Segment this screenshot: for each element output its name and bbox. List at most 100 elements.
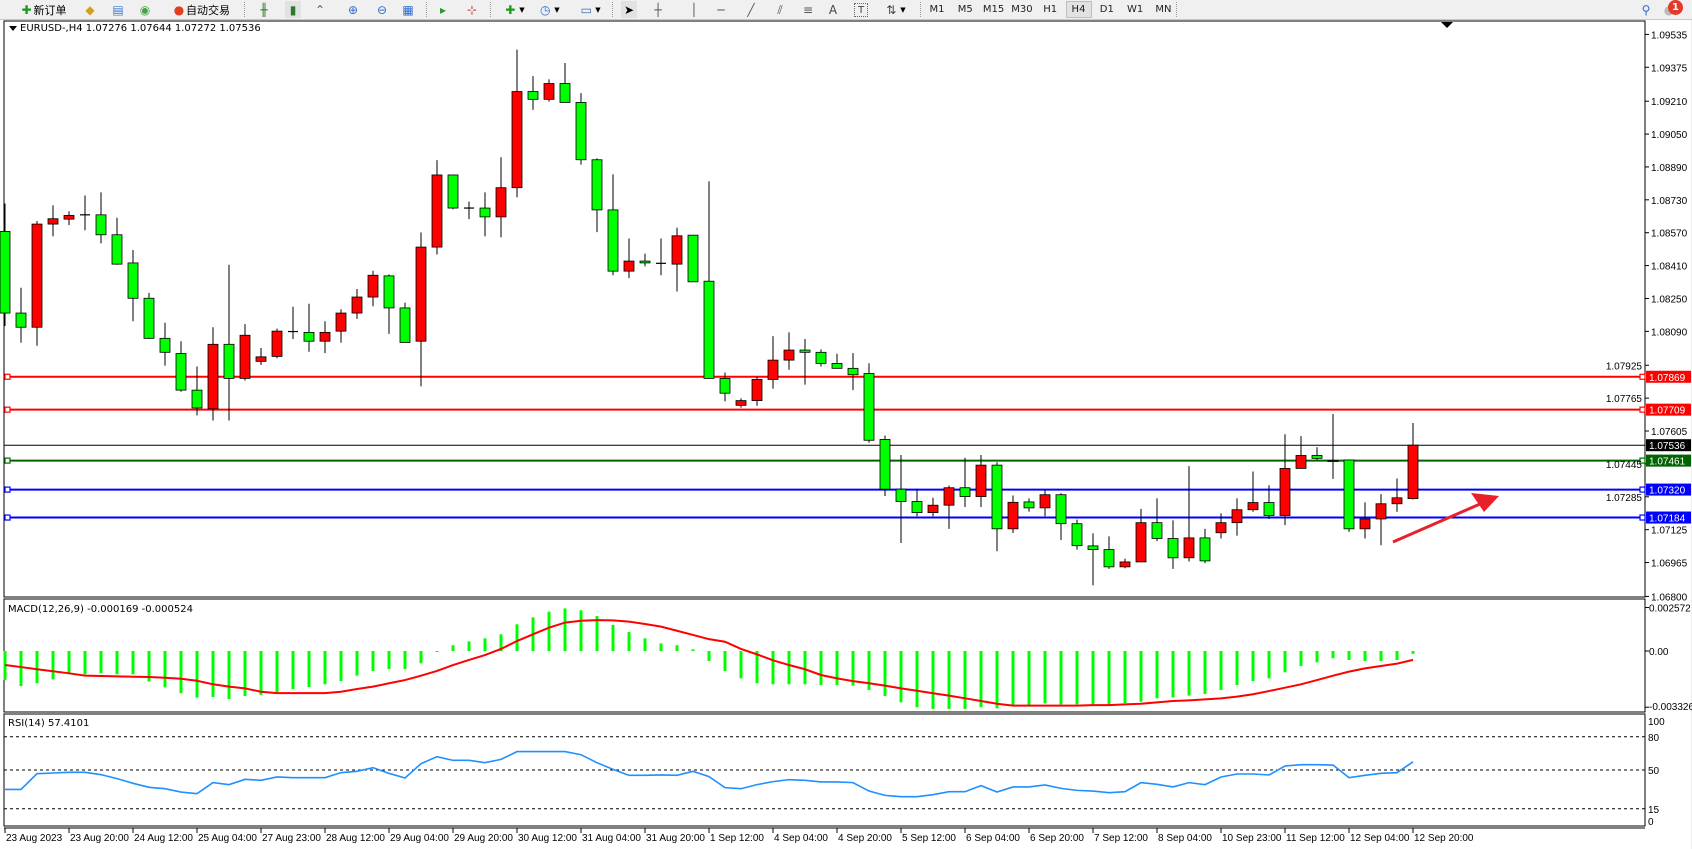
macd-histogram-bar [1043, 651, 1047, 704]
auto-trading-button[interactable]: ● 自动交易 [165, 1, 237, 18]
candle-body-down [191, 389, 203, 409]
candle [1231, 498, 1243, 536]
line-anchor-handle[interactable] [4, 486, 11, 493]
templates-button[interactable]: ▭ ▼ [575, 1, 605, 18]
price-tick-label: 1.06800 [1651, 592, 1688, 603]
vertical-line-button[interactable]: │ [686, 1, 702, 18]
macd-histogram-bar [995, 651, 999, 709]
candle-body-up [1247, 502, 1259, 511]
candle-body-down [1023, 501, 1035, 509]
timeframe-m1[interactable]: M1 [929, 4, 945, 15]
macd-histogram-bar [1219, 651, 1223, 691]
macd-histogram-bar [403, 651, 407, 670]
annotation-arrow[interactable] [1392, 493, 1499, 544]
periods-button[interactable]: ◷ ▼ [534, 1, 564, 18]
candle [1359, 502, 1371, 539]
candle-body-up [63, 215, 75, 220]
price-tick-label: 1.07445 [1606, 460, 1643, 471]
price-tag-label: 1.07869 [1649, 373, 1686, 384]
price-tag [1646, 454, 1691, 467]
rsi-series [4, 736, 1645, 810]
candle [95, 192, 107, 244]
line-anchor-handle[interactable] [4, 406, 11, 413]
macd-histogram-bar [931, 651, 935, 709]
arrow-shaft [1392, 502, 1481, 544]
price-tick-label: 1.07285 [1606, 493, 1643, 504]
time-tick-label: 23 Aug 20:00 [70, 833, 129, 844]
candle [479, 192, 491, 237]
line-anchor-handle[interactable] [1639, 406, 1646, 413]
line-anchor-handle[interactable] [1639, 457, 1646, 464]
line-anchor-handle[interactable] [4, 457, 11, 464]
equidistant-channel-button[interactable]: ⫽ [772, 1, 788, 18]
line-anchor-handle[interactable] [4, 514, 11, 521]
fibonacci-button[interactable]: ≡ [800, 1, 816, 18]
candle [831, 353, 843, 369]
macd-histogram-bar [803, 651, 807, 685]
candle-body-up [1279, 468, 1291, 516]
candle-body-up [623, 260, 635, 272]
candle [143, 292, 155, 339]
candle-body-up [415, 246, 427, 342]
timeframe-h4[interactable]: H4 [1065, 1, 1092, 18]
candle-body-up [271, 330, 283, 357]
crosshair-icon: ┼ [654, 2, 662, 17]
market-watch-button[interactable]: ◆ [82, 1, 98, 18]
line-chart-button[interactable]: ⌃ [312, 1, 328, 18]
line-anchor-handle[interactable] [1639, 373, 1646, 380]
zoom-in-button[interactable]: ⊕ [345, 1, 361, 18]
macd-histogram-bar [707, 651, 711, 661]
horizontal-line-button[interactable]: ─ [713, 1, 729, 18]
line-anchor-handle[interactable] [1639, 486, 1646, 493]
trendline-button[interactable]: ╱ [743, 1, 759, 18]
timeframe-m15[interactable]: M15 [982, 4, 1005, 15]
timeframe-d1[interactable]: D1 [1099, 4, 1114, 15]
time-tick-label: 31 Aug 20:00 [646, 833, 705, 844]
timeframe-mn[interactable]: MN [1155, 4, 1172, 15]
macd-histogram-bar [739, 651, 743, 679]
candle [527, 76, 539, 110]
candle-body-up [1375, 503, 1387, 520]
timeframe-m30[interactable]: M30 [1011, 4, 1033, 15]
cursor-button[interactable]: ➤ [621, 1, 637, 18]
zoom-out-button[interactable]: ⊖ [374, 1, 390, 18]
text-label-button[interactable]: T [853, 1, 869, 18]
candle-body-down [1199, 537, 1211, 562]
tile-windows-button[interactable]: ▦ [400, 1, 416, 18]
arrows-button[interactable]: ⇅ ▼ [880, 1, 910, 18]
new-order-button[interactable]: ✚ 新订单 [14, 1, 72, 18]
timeframe-h1[interactable]: H1 [1043, 4, 1058, 15]
macd-histogram-bar [275, 651, 279, 693]
candle-body-down [1103, 549, 1115, 568]
indicators-button[interactable]: ✚ ▼ [499, 1, 529, 18]
candle-body-down [895, 488, 907, 502]
macd-signal-line [4, 619, 1414, 707]
collapse-triangle-icon[interactable] [9, 26, 17, 31]
chart-shift-button[interactable]: ⊹ [464, 1, 480, 18]
macd-histogram-bar [1395, 651, 1399, 660]
candle [671, 227, 683, 292]
timeframe-w1[interactable]: W1 [1126, 4, 1144, 15]
candle [288, 306, 298, 339]
navigator-button[interactable]: ▤ [110, 1, 126, 18]
text-button[interactable]: A [825, 1, 841, 18]
candle [1215, 513, 1227, 539]
macd-histogram-bar [259, 651, 263, 695]
line-anchor-handle[interactable] [1639, 514, 1646, 521]
timeframe-m5[interactable]: M5 [957, 4, 973, 15]
candle-body-up [367, 274, 379, 298]
terminal-button[interactable]: ◉ [137, 1, 153, 18]
candle [1119, 558, 1131, 569]
candlesticks-button[interactable]: ▮ [285, 1, 301, 18]
line-anchor-handle[interactable] [4, 373, 11, 380]
chart-shift-marker-icon[interactable] [1441, 22, 1453, 28]
auto-scroll-button[interactable]: ▸ [435, 1, 451, 18]
macd-histogram-bar [211, 651, 215, 697]
search-button[interactable]: ⚲ [1638, 1, 1654, 18]
crosshair-button[interactable]: ┼ [650, 1, 666, 18]
bar-chart-button[interactable]: ╫ [256, 1, 272, 18]
macd-histogram-bar [659, 643, 663, 651]
macd-histogram-bar [963, 651, 967, 709]
macd-histogram-bar [563, 608, 567, 651]
